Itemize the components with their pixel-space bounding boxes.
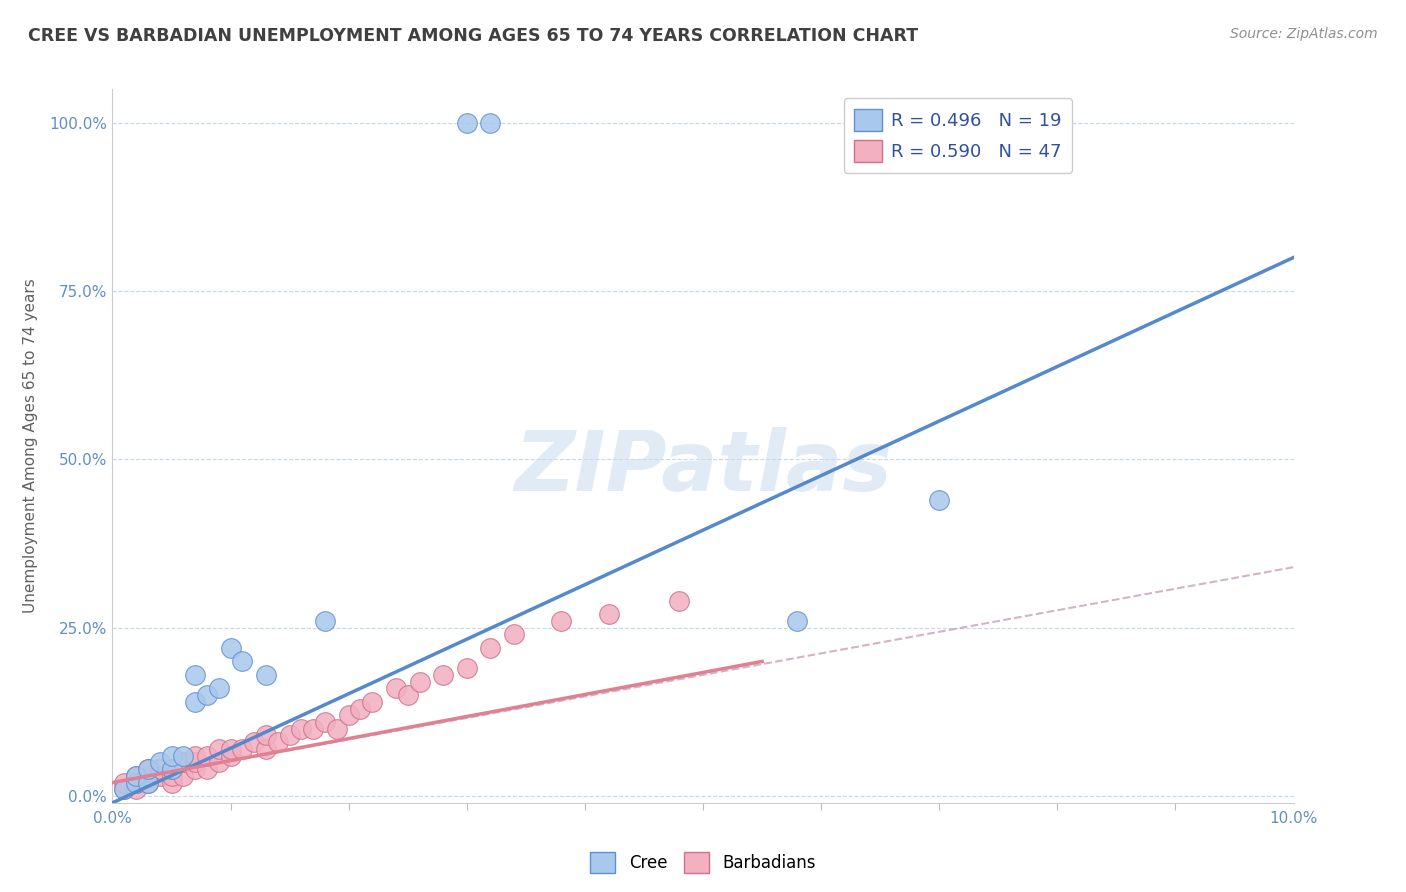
Text: ZIPatlas: ZIPatlas [515, 427, 891, 508]
Point [598, 607, 620, 622]
Point [219, 748, 242, 763]
Point [125, 775, 148, 789]
Point [125, 769, 148, 783]
Point [290, 722, 312, 736]
Point [136, 775, 159, 789]
Point [550, 614, 572, 628]
Point [160, 762, 183, 776]
Point [208, 681, 231, 696]
Point [314, 614, 336, 628]
Point [112, 782, 135, 797]
Point [160, 748, 183, 763]
Point [184, 748, 207, 763]
Point [432, 668, 454, 682]
Point [136, 769, 159, 783]
Point [195, 688, 218, 702]
Point [361, 695, 384, 709]
Legend: Cree, Barbadians: Cree, Barbadians [583, 846, 823, 880]
Point [302, 722, 325, 736]
Point [254, 742, 277, 756]
Legend: R = 0.496   N = 19, R = 0.590   N = 47: R = 0.496 N = 19, R = 0.590 N = 47 [844, 98, 1071, 173]
Point [160, 762, 183, 776]
Point [184, 668, 207, 682]
Point [125, 782, 148, 797]
Point [786, 614, 808, 628]
Point [172, 769, 194, 783]
Point [278, 729, 301, 743]
Point [326, 722, 349, 736]
Point [668, 594, 690, 608]
Point [184, 762, 207, 776]
Point [254, 668, 277, 682]
Point [385, 681, 408, 696]
Point [208, 742, 231, 756]
Point [349, 701, 371, 715]
Point [479, 116, 502, 130]
Point [125, 769, 148, 783]
Point [195, 762, 218, 776]
Point [231, 655, 253, 669]
Point [219, 640, 242, 655]
Point [408, 674, 430, 689]
Point [254, 729, 277, 743]
Point [160, 775, 183, 789]
Point [125, 775, 148, 789]
Point [928, 492, 950, 507]
Point [160, 769, 183, 783]
Point [136, 762, 159, 776]
Point [503, 627, 526, 641]
Point [136, 762, 159, 776]
Point [172, 756, 194, 770]
Point [456, 661, 478, 675]
Point [112, 782, 135, 797]
Point [208, 756, 231, 770]
Point [149, 769, 172, 783]
Point [243, 735, 266, 749]
Point [112, 775, 135, 789]
Text: Source: ZipAtlas.com: Source: ZipAtlas.com [1230, 27, 1378, 41]
Point [231, 742, 253, 756]
Point [172, 748, 194, 763]
Point [136, 775, 159, 789]
Point [184, 695, 207, 709]
Point [184, 756, 207, 770]
Point [456, 116, 478, 130]
Point [314, 714, 336, 729]
Point [267, 735, 290, 749]
Point [337, 708, 360, 723]
Point [195, 748, 218, 763]
Text: CREE VS BARBADIAN UNEMPLOYMENT AMONG AGES 65 TO 74 YEARS CORRELATION CHART: CREE VS BARBADIAN UNEMPLOYMENT AMONG AGE… [28, 27, 918, 45]
Point [219, 742, 242, 756]
Point [149, 756, 172, 770]
Point [396, 688, 419, 702]
Point [479, 640, 502, 655]
Point [149, 762, 172, 776]
Y-axis label: Unemployment Among Ages 65 to 74 years: Unemployment Among Ages 65 to 74 years [22, 278, 38, 614]
